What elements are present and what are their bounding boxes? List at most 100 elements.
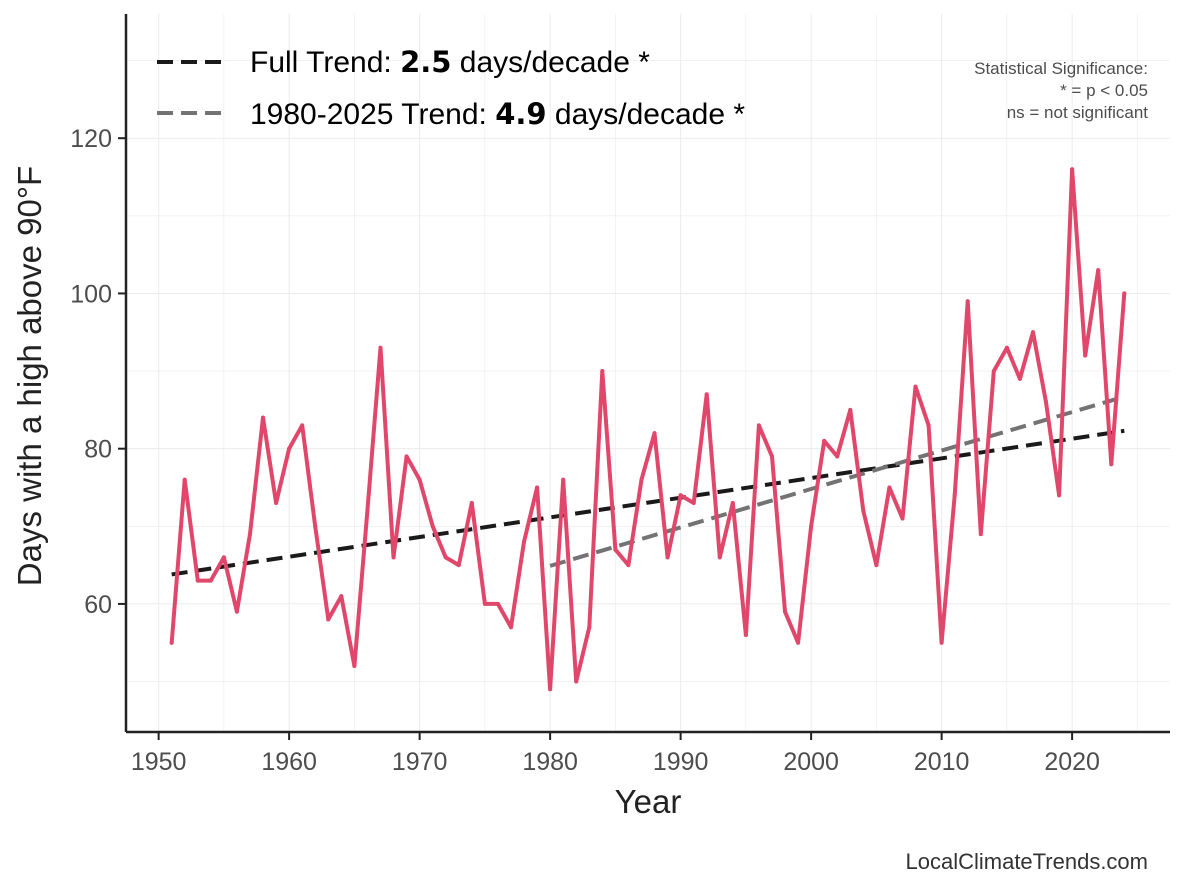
- legend-recent-trend-label: 1980-2025 Trend: 4.9 days/decade *: [250, 97, 745, 131]
- data-point: [626, 563, 631, 568]
- recent-trend-line-group: [549, 394, 1125, 568]
- data-point: [495, 601, 500, 606]
- data-point: [1017, 376, 1022, 381]
- data-point: [221, 555, 226, 560]
- data-point: [822, 438, 827, 443]
- significance-title: Statistical Significance:: [974, 59, 1148, 78]
- y-tick-label: 80: [84, 436, 112, 464]
- data-point: [756, 423, 761, 428]
- data-point: [1057, 493, 1062, 498]
- data-point: [965, 299, 970, 304]
- data-point: [1070, 167, 1075, 172]
- data-point: [848, 407, 853, 412]
- series-group: [169, 167, 1127, 692]
- data-point: [417, 477, 422, 482]
- recent-trend-line: [549, 394, 1125, 568]
- data-point: [352, 664, 357, 669]
- data-point: [326, 617, 331, 622]
- data-point: [1096, 268, 1101, 273]
- data-point: [430, 524, 435, 529]
- data-point: [978, 532, 983, 537]
- full-trend-line-group: [171, 428, 1125, 577]
- data-point: [378, 345, 383, 350]
- x-tick-label: 2000: [783, 748, 839, 776]
- x-tick-label: 1980: [522, 748, 578, 776]
- data-point: [900, 516, 905, 521]
- data-point: [522, 539, 527, 544]
- data-point: [169, 640, 174, 645]
- data-point: [991, 369, 996, 374]
- data-point: [1044, 400, 1049, 405]
- data-point: [704, 392, 709, 397]
- data-point: [665, 555, 670, 560]
- x-tick-label: 1960: [261, 748, 317, 776]
- data-point: [874, 563, 879, 568]
- data-point: [247, 532, 252, 537]
- data-point: [743, 632, 748, 637]
- x-tick-label: 1990: [653, 748, 709, 776]
- x-tick-label: 2020: [1044, 748, 1100, 776]
- data-point: [548, 687, 553, 692]
- data-point: [600, 369, 605, 374]
- y-tick-label: 60: [84, 591, 112, 619]
- data-point: [404, 454, 409, 459]
- data-point: [508, 625, 513, 630]
- data-point: [195, 578, 200, 583]
- data-point: [339, 594, 344, 599]
- legend-full-trend-label: Full Trend: 2.5 days/decade *: [250, 45, 650, 79]
- data-point: [1109, 462, 1114, 467]
- data-point: [678, 493, 683, 498]
- data-point: [1083, 353, 1088, 358]
- data-point: [234, 609, 239, 614]
- series-line: [169, 167, 1127, 692]
- data-point: [1004, 345, 1009, 350]
- data-point: [809, 524, 814, 529]
- axes: [124, 14, 1170, 734]
- data-point: [313, 524, 318, 529]
- data-point: [587, 625, 592, 630]
- x-axis-title: Year: [615, 783, 682, 820]
- data-point: [887, 485, 892, 490]
- data-point: [574, 679, 579, 684]
- y-tick-label: 100: [70, 280, 112, 308]
- data-point: [939, 640, 944, 645]
- data-point: [208, 578, 213, 583]
- data-point: [1122, 291, 1127, 296]
- data-point: [274, 501, 279, 506]
- data-point: [717, 555, 722, 560]
- data-point: [300, 423, 305, 428]
- data-point: [796, 640, 801, 645]
- data-point: [769, 454, 774, 459]
- y-ticks: 60 80 100 120: [70, 125, 126, 619]
- data-point: [639, 477, 644, 482]
- data-point: [261, 415, 266, 420]
- data-point: [652, 431, 657, 436]
- data-point: [835, 454, 840, 459]
- data-point: [443, 555, 448, 560]
- data-point: [861, 508, 866, 513]
- data-point: [913, 384, 918, 389]
- data-point: [561, 477, 566, 482]
- data-point: [469, 501, 474, 506]
- data-point: [456, 563, 461, 568]
- data-point: [691, 501, 696, 506]
- legend: Full Trend: 2.5 days/decade * 1980-2025 …: [157, 45, 745, 131]
- data-point: [952, 493, 957, 498]
- significance-line-2: ns = not significant: [1007, 103, 1149, 122]
- x-tick-label: 1970: [392, 748, 448, 776]
- data-point: [1030, 330, 1035, 335]
- data-point: [482, 601, 487, 606]
- y-axis-title: Days with a high above 90°F: [11, 166, 48, 586]
- data-point: [391, 555, 396, 560]
- x-tick-label: 1950: [131, 748, 187, 776]
- data-point: [783, 609, 788, 614]
- data-point: [613, 547, 618, 552]
- data-point: [535, 485, 540, 490]
- data-point: [287, 446, 292, 451]
- full-trend-line: [171, 428, 1125, 577]
- data-point: [730, 501, 735, 506]
- data-point: [926, 423, 931, 428]
- x-tick-label: 2010: [914, 748, 970, 776]
- data-point: [365, 508, 370, 513]
